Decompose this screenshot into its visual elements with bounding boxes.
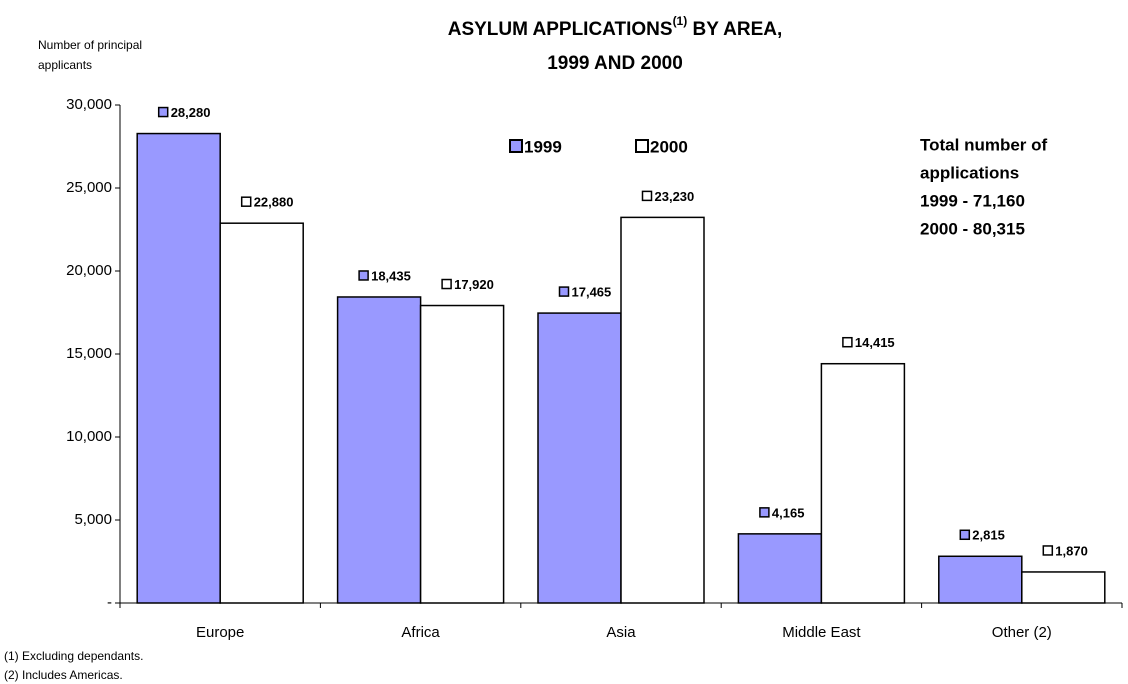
label-key bbox=[441, 278, 452, 290]
chart-subtitle: 1999 AND 2000 bbox=[547, 53, 683, 74]
bar bbox=[1021, 571, 1106, 604]
title-superscript: (1) bbox=[673, 14, 688, 28]
bar bbox=[219, 222, 304, 604]
value-label: 22,880 bbox=[254, 195, 294, 210]
bar bbox=[938, 555, 1023, 604]
bar bbox=[336, 296, 422, 604]
annotation: 1999 - 71,160 bbox=[920, 191, 1025, 210]
label-key bbox=[157, 106, 169, 118]
legend-key bbox=[635, 139, 649, 153]
x-tick-label: Asia bbox=[606, 624, 636, 641]
footnote: (1) Excluding dependants. bbox=[4, 649, 143, 663]
label-key bbox=[558, 286, 570, 297]
label-key bbox=[959, 529, 971, 541]
value-label: 18,435 bbox=[371, 268, 411, 283]
annotation: Total number of bbox=[920, 135, 1048, 154]
value-label: 17,920 bbox=[454, 277, 494, 292]
label-key bbox=[759, 507, 770, 518]
bar bbox=[620, 216, 705, 604]
x-tick-label: Other (2) bbox=[992, 624, 1052, 641]
y-tick-label: 5,000 bbox=[74, 511, 112, 528]
x-tick-label: Africa bbox=[401, 624, 440, 641]
value-label: 23,230 bbox=[655, 189, 695, 204]
value-label: 28,280 bbox=[171, 105, 211, 120]
bar bbox=[737, 533, 823, 604]
legend-key bbox=[509, 139, 523, 153]
y-axis-label: applicants bbox=[38, 58, 92, 72]
x-tick-label: Europe bbox=[196, 624, 244, 641]
label-key bbox=[1042, 545, 1054, 556]
label-key bbox=[842, 336, 853, 348]
label-key bbox=[358, 270, 369, 281]
chart-title: ASYLUM APPLICATIONS(1) BY AREA, bbox=[448, 14, 783, 40]
value-label: 4,165 bbox=[772, 505, 805, 520]
y-tick-label: 20,000 bbox=[66, 262, 112, 279]
value-label: 17,465 bbox=[572, 285, 612, 300]
label-key bbox=[641, 190, 653, 202]
value-label: 2,815 bbox=[972, 528, 1005, 543]
bar bbox=[419, 304, 505, 604]
title-part: ASYLUM APPLICATIONS bbox=[448, 19, 673, 40]
label-key bbox=[240, 196, 252, 207]
value-label: 1,870 bbox=[1055, 543, 1088, 558]
bar bbox=[537, 312, 622, 604]
footnote: (2) Includes Americas. bbox=[4, 668, 123, 682]
title-part: BY AREA, bbox=[687, 19, 782, 40]
annotation: 2000 - 80,315 bbox=[920, 219, 1025, 238]
y-tick-label: 30,000 bbox=[66, 96, 112, 113]
legend-label: 1999 bbox=[524, 137, 562, 156]
bar bbox=[820, 362, 906, 604]
y-tick-label: 10,000 bbox=[66, 428, 112, 445]
y-tick-label: 15,000 bbox=[66, 345, 112, 362]
y-tick-label: 25,000 bbox=[66, 179, 112, 196]
annotation: applications bbox=[920, 163, 1019, 182]
y-tick-label: - bbox=[107, 594, 112, 611]
legend-label: 2000 bbox=[650, 137, 688, 156]
bar bbox=[136, 132, 221, 604]
y-axis-label: Number of principal bbox=[38, 38, 142, 52]
value-label: 14,415 bbox=[855, 335, 895, 350]
x-tick-label: Middle East bbox=[782, 624, 861, 641]
